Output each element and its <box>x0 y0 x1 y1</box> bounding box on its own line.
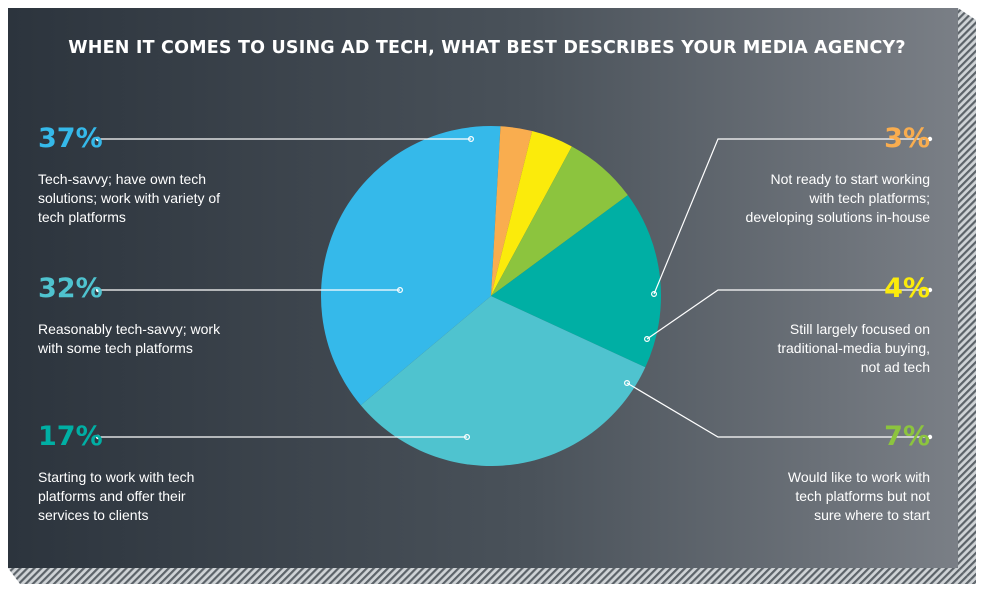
leader-32-start-dot <box>95 287 101 293</box>
leader-lines <box>95 136 933 441</box>
leader-7-start-dot <box>927 434 933 440</box>
leader-4-dot <box>643 336 650 343</box>
label-7-desc: Would like to work with tech platforms b… <box>787 469 930 523</box>
panel-bottom-edge <box>8 568 976 584</box>
pie-slice-3 <box>491 126 533 297</box>
leader-17-start-dot <box>95 434 101 440</box>
leader-3-start-dot <box>927 136 933 142</box>
label-17: 17% Starting to work with tech platforms… <box>38 422 288 525</box>
leader-3 <box>653 138 930 295</box>
panel-side-edge <box>958 8 976 584</box>
leader-7-dot <box>623 380 630 387</box>
label-32-value: 32% <box>38 273 103 304</box>
pie-slice-37 <box>321 126 501 406</box>
leader-37-start-dot <box>95 136 101 142</box>
chart-title: WHEN IT COMES TO USING AD TECH, WHAT BES… <box>68 38 906 58</box>
pie-slice-32 <box>360 296 646 466</box>
leader-32-dot <box>397 287 404 294</box>
leader-37-dot <box>468 136 475 143</box>
label-17-value: 17% <box>38 421 103 452</box>
label-37-value: 37% <box>38 123 103 154</box>
label-37-desc: Tech-savvy; have own tech solutions; wor… <box>38 171 221 225</box>
label-3-desc: Not ready to start working with tech pla… <box>745 171 930 225</box>
pie-slice-4 <box>491 131 572 296</box>
label-17-desc: Starting to work with tech platforms and… <box>38 469 195 523</box>
label-4-value: 4% <box>884 273 930 304</box>
label-3: 3% Not ready to start working with tech … <box>670 124 930 227</box>
label-7-value: 7% <box>884 421 930 452</box>
pie-slice-17 <box>491 195 661 368</box>
label-3-value: 3% <box>884 123 930 154</box>
leader-17-dot <box>464 434 471 441</box>
label-4: 4% Still largely focused on traditional-… <box>670 274 930 377</box>
pie-slices <box>321 126 661 466</box>
leader-4-start-dot <box>927 287 933 293</box>
label-4-desc: Still largely focused on traditional-med… <box>777 321 930 375</box>
leader-4 <box>646 289 930 340</box>
label-37: 37% Tech-savvy; have own tech solutions;… <box>38 124 288 227</box>
leader-7 <box>626 382 930 438</box>
label-7: 7% Would like to work with tech platform… <box>670 422 930 525</box>
leader-3-dot <box>650 291 657 298</box>
pie-slice-7 <box>491 146 628 296</box>
label-32-desc: Reasonably tech-savvy; work with some te… <box>38 321 221 356</box>
label-32: 32% Reasonably tech-savvy; work with som… <box>38 274 288 358</box>
